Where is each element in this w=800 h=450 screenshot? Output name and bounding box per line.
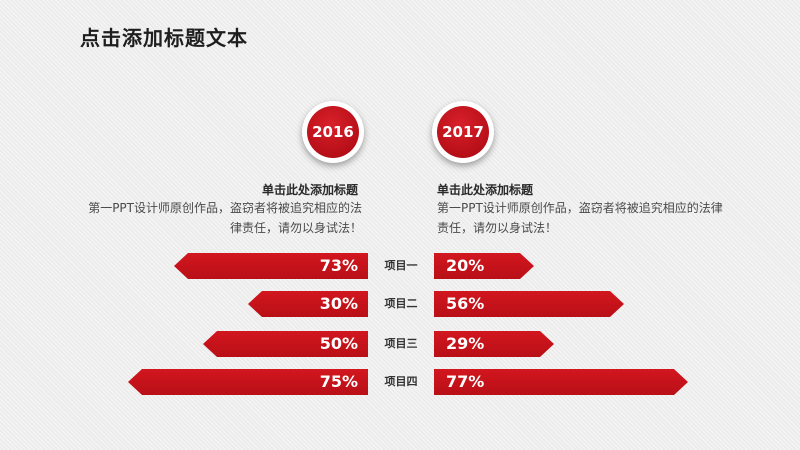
year-label-left: 2016 [307, 106, 359, 158]
row-label-2: 项目二 [384, 297, 418, 310]
left-desc-line2: 律责任，请勿以身试法！ [229, 221, 362, 235]
bar-right-row3: 29% [434, 331, 554, 357]
bar-right-row1: 20% [434, 253, 534, 279]
value-left-row4: 75% [319, 372, 358, 391]
right-heading: 单击此处添加标题 [437, 183, 534, 197]
value-right-row1: 20% [446, 256, 485, 275]
bar-right-row4: 77% [434, 369, 688, 395]
value-right-row3: 29% [446, 334, 485, 353]
year-badge-2016: 2016 [302, 101, 364, 163]
year-label-right: 2017 [437, 106, 489, 158]
right-desc-line2: 责任，请勿以身试法！ [437, 221, 558, 235]
bar-right-row2: 56% [434, 291, 624, 317]
right-desc-line1: 第一PPT设计师原创作品，盗窃者将被追究相应的法律 [437, 201, 723, 215]
bar-left-row3: 50% [203, 331, 368, 357]
left-heading: 单击此处添加标题 [262, 183, 359, 197]
row-label-3: 项目三 [384, 337, 418, 350]
value-left-row3: 50% [319, 334, 358, 353]
left-desc-line1: 第一PPT设计师原创作品，盗窃者将被追究相应的法 [88, 201, 362, 215]
page-title: 点击添加标题文本 [80, 26, 248, 50]
row-label-1: 项目一 [384, 259, 418, 272]
bar-left-row2: 30% [248, 291, 368, 317]
right-description: 第一PPT设计师原创作品，盗窃者将被追究相应的法律 责任，请勿以身试法！ [437, 198, 737, 238]
left-description: 第一PPT设计师原创作品，盗窃者将被追究相应的法 律责任，请勿以身试法！ [62, 198, 362, 238]
value-left-row1: 73% [319, 256, 358, 275]
value-right-row2: 56% [446, 294, 485, 313]
value-right-row4: 77% [446, 372, 485, 391]
bar-left-row1: 73% [174, 253, 368, 279]
row-label-4: 项目四 [384, 375, 418, 388]
value-left-row2: 30% [319, 294, 358, 313]
bar-left-row4: 75% [128, 369, 368, 395]
year-badge-2017: 2017 [432, 101, 494, 163]
